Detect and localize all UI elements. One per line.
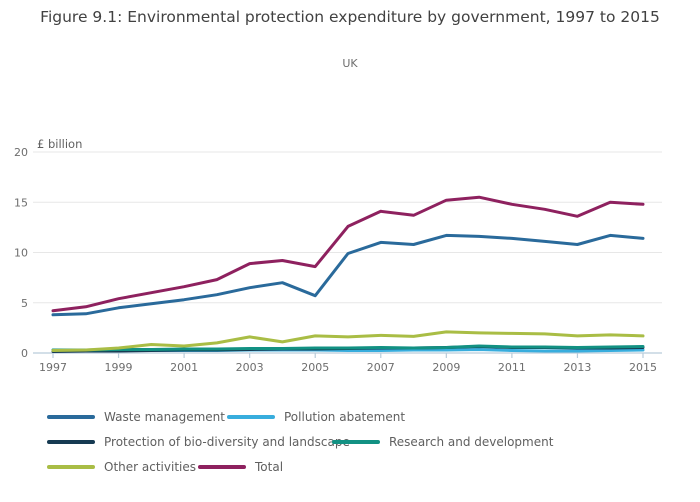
legend-item-bio-diversity: Protection of bio-diversity and landscap… (47, 435, 350, 449)
svg-text:2011: 2011 (498, 361, 526, 374)
svg-text:2001: 2001 (170, 361, 198, 374)
y-axis-title: £ billion (37, 137, 82, 151)
chart-subtitle: UK (342, 57, 358, 70)
svg-text:10: 10 (14, 247, 28, 260)
svg-text:2015: 2015 (629, 361, 657, 374)
chart-title: Figure 9.1: Environmental protection exp… (40, 8, 660, 26)
axis-tick-labels: 0 5 10 15 20 1997 1999 2001 2003 2005 2007 2009 2011… (14, 146, 657, 374)
legend-swatch-waste-management (47, 415, 95, 419)
svg-text:2007: 2007 (367, 361, 395, 374)
legend-swatch-bio-diversity (47, 440, 95, 444)
svg-text:15: 15 (14, 196, 28, 209)
svg-text:1997: 1997 (39, 361, 67, 374)
svg-text:2009: 2009 (432, 361, 460, 374)
svg-text:1999: 1999 (105, 361, 133, 374)
svg-text:5: 5 (21, 297, 28, 310)
legend-swatch-other-activities (47, 465, 95, 469)
svg-text:2013: 2013 (563, 361, 591, 374)
chart-series-lines (51, 195, 645, 353)
gridlines (33, 151, 662, 304)
legend-label: Protection of bio-diversity and landscap… (104, 435, 350, 449)
legend-label: Other activities (104, 460, 196, 474)
legend-item-waste-management: Waste management (47, 410, 225, 424)
x-axis (33, 352, 662, 358)
svg-text:2003: 2003 (236, 361, 264, 374)
svg-text:2005: 2005 (301, 361, 329, 374)
legend-label: Research and development (389, 435, 554, 449)
legend-item-total: Total (198, 460, 283, 474)
legend-label: Pollution abatement (284, 410, 406, 424)
line-chart: 0 5 10 15 20 1997 1999 2001 2003 2005 2007 2009 2011… (14, 137, 662, 374)
legend-item-research-development: Research and development (332, 435, 553, 449)
legend-label: Waste management (104, 410, 225, 424)
svg-text:0: 0 (21, 347, 28, 360)
legend-item-pollution-abatement: Pollution abatement (227, 410, 405, 424)
svg-text:20: 20 (14, 146, 28, 159)
legend-swatch-pollution-abatement (227, 415, 275, 419)
legend-swatch-total (198, 465, 246, 469)
legend-swatch-research-development (332, 440, 380, 444)
legend-label: Total (255, 460, 284, 474)
legend-item-other-activities: Other activities (47, 460, 196, 474)
